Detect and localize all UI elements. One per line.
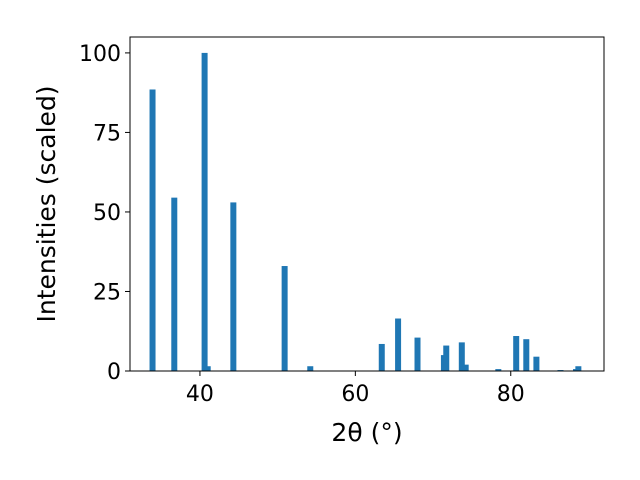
bar [462,364,469,371]
y-tick-label: 100 [79,42,121,67]
y-axis-ticks: 0 25 50 75 100 [79,42,130,385]
bar [307,366,314,371]
y-tick-label: 75 [93,121,121,146]
bar [414,337,421,371]
bar [513,336,520,371]
bar [495,369,502,371]
y-tick-label: 0 [107,360,121,385]
bar [230,202,237,371]
bar [443,345,450,371]
y-axis-label: Intensities (scaled) [32,85,61,322]
bar [533,356,540,371]
bar [458,342,465,371]
bars-group [149,52,582,372]
bar [378,343,385,371]
bar [395,318,402,371]
bar [575,366,582,371]
x-tick-label: 60 [341,382,369,407]
bar [281,266,288,371]
bar [523,339,530,371]
x-axis-ticks: 40 60 80 [186,371,525,407]
bar [204,366,211,371]
x-axis-label: 2θ (°) [331,418,402,447]
x-tick-label: 40 [186,382,214,407]
bar [171,197,178,371]
y-tick-label: 25 [93,280,121,305]
bar [149,89,156,371]
x-tick-label: 80 [497,382,525,407]
y-tick-label: 50 [93,201,121,226]
bar [201,52,208,372]
plot-frame [129,36,605,372]
